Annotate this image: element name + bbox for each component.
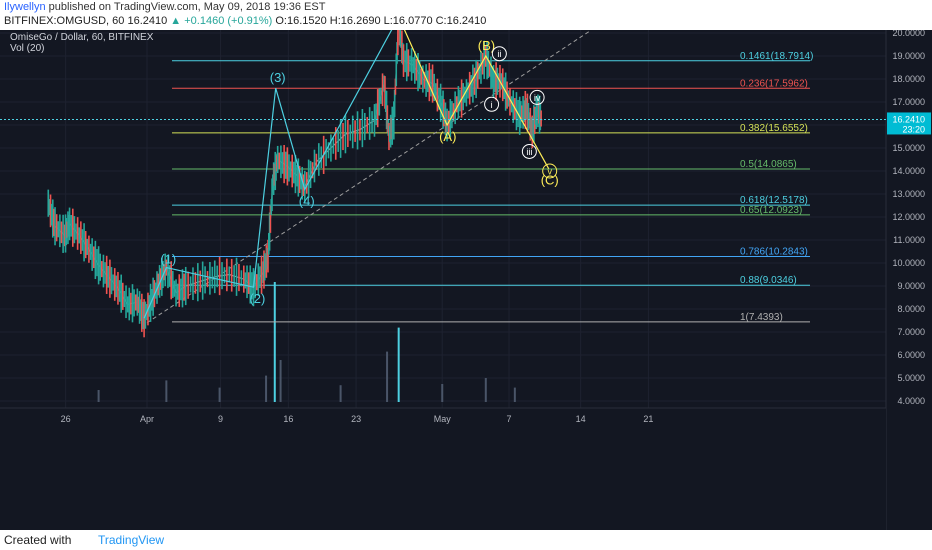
volume-label: Vol (20) — [10, 43, 45, 54]
price-tick-label: 10.0000 — [892, 258, 925, 268]
impulse-wave-label: (1) — [160, 252, 176, 267]
last-price-badge — [887, 112, 931, 135]
price-tick-label: 5.0000 — [897, 373, 925, 383]
chart-title: OmiseGo / Dollar, 60, BITFINEX — [10, 32, 154, 43]
author-link[interactable]: Ilywellyn — [4, 1, 46, 13]
impulse-wave-label: (3) — [270, 70, 286, 85]
fib-level-label: 0.65(12.0923) — [740, 205, 802, 216]
price-tick-label: 13.0000 — [892, 189, 925, 199]
publish-line: Ilywellyn published on TradingView.com, … — [4, 1, 325, 13]
price-tick-label: 8.0000 — [897, 304, 925, 314]
volume-bar — [441, 384, 444, 402]
fib-level-label: 0.5(14.0865) — [740, 159, 797, 170]
price-tick-label: 20.0000 — [892, 30, 925, 38]
correction-wave-path — [403, 30, 550, 169]
impulse-wave-label: (4) — [299, 193, 315, 208]
price-series — [47, 30, 543, 338]
fib-level-label: 0.88(9.0346) — [740, 275, 797, 286]
publish-header: Ilywellyn published on TradingView.com, … — [0, 0, 932, 30]
price-tick-label: 14.0000 — [892, 166, 925, 176]
fib-level-label: 1(7.4393) — [740, 312, 783, 323]
time-tick-label: Apr — [140, 414, 154, 424]
volume-bar — [484, 378, 487, 402]
minor-wave-marker — [542, 163, 558, 179]
last-time-value: 23:20 — [902, 124, 925, 134]
time-tick-label: 26 — [61, 414, 71, 424]
last-price-value: 16.2410 — [892, 114, 925, 124]
time-tick-label: 16 — [283, 414, 293, 424]
ohlc-text: O:16.1520 H:16.2690 L:16.0770 C:16.2410 — [275, 15, 487, 27]
minor-wave-label: iv — [534, 93, 541, 103]
volume-bar — [265, 375, 268, 402]
time-tick-label: 9 — [218, 414, 223, 424]
impulse-wave-path — [143, 30, 393, 319]
correction-wave-label: (A) — [439, 129, 456, 144]
symbol-text: BITFINEX:OMGUSD, 60 16.2410 — [4, 15, 168, 27]
minor-wave-marker — [491, 46, 507, 62]
time-tick-label: May — [434, 414, 452, 424]
volume-bar — [386, 351, 389, 402]
fib-level-label: 0.382(15.6552) — [740, 123, 808, 134]
fib-level-label: 0.236(17.5962) — [740, 78, 808, 89]
tradingview-logo[interactable]: TradingView — [98, 533, 165, 547]
minor-wave-label: ii — [497, 49, 501, 59]
price-tick-label: 7.0000 — [897, 327, 925, 337]
price-tick-label: 9.0000 — [897, 281, 925, 291]
created-with-text: Created with — [4, 533, 72, 547]
time-axis[interactable]: 26 Apr 9 16 23 May 7 14 21 — [0, 407, 886, 530]
price-tick-label: 4.0000 — [897, 396, 925, 406]
change-text: ▲ +0.1460 (+0.91%) — [170, 15, 273, 27]
volume-bars — [97, 282, 516, 402]
volume-bar — [165, 380, 168, 402]
volume-bar — [279, 360, 282, 402]
volume-bar — [397, 327, 400, 402]
minor-wave-marker — [529, 89, 545, 105]
fib-level-label: 0.786(10.2843) — [740, 246, 808, 257]
volume-bar — [339, 385, 342, 402]
minor-wave-label: i — [491, 100, 493, 110]
minor-wave-marker — [484, 96, 500, 112]
volume-bar — [218, 387, 221, 402]
price-tick-label: 6.0000 — [897, 350, 925, 360]
price-tick-label: 19.0000 — [892, 51, 925, 61]
price-tick-label: 18.0000 — [892, 74, 925, 84]
published-text: published on TradingView.com, May 09, 20… — [48, 1, 326, 13]
time-axis-bg — [0, 408, 886, 530]
correction-wave-label: (B) — [478, 38, 495, 53]
volume-bar — [97, 390, 100, 402]
fib-level-label: 0.618(12.5178) — [740, 195, 808, 206]
time-tick-label: 23 — [351, 414, 361, 424]
price-tick-label: 17.0000 — [892, 97, 925, 107]
ascending-trendline — [146, 30, 591, 324]
price-axis[interactable]: 25.000024.000023.000022.000021.000020.00… — [0, 30, 932, 530]
volume-bar — [513, 387, 516, 402]
price-chart[interactable]: 0(20.7337)0.1461(18.7914)0.236(17.5962)0… — [0, 30, 932, 530]
time-tick-label: 7 — [507, 414, 512, 424]
time-tick-label: 14 — [576, 414, 586, 424]
price-tick-label: 11.0000 — [893, 235, 925, 245]
price-tick-label: 12.0000 — [892, 212, 925, 222]
footer: Created with TradingView — [0, 530, 932, 550]
minor-wave-label: iii — [526, 147, 532, 157]
fib-level-label: 0.1461(18.7914) — [740, 51, 813, 62]
trendline — [146, 30, 591, 324]
minor-wave-marker — [521, 143, 537, 159]
volume-bar — [273, 282, 276, 402]
price-tick-label: 15.0000 — [892, 143, 925, 153]
symbol-line: BITFINEX:OMGUSD, 60 16.2410 ▲ +0.1460 (+… — [4, 15, 486, 27]
time-tick-label: 21 — [643, 414, 653, 424]
minor-wave-label: v — [547, 167, 552, 177]
impulse-wave-label: (2) — [249, 291, 265, 306]
